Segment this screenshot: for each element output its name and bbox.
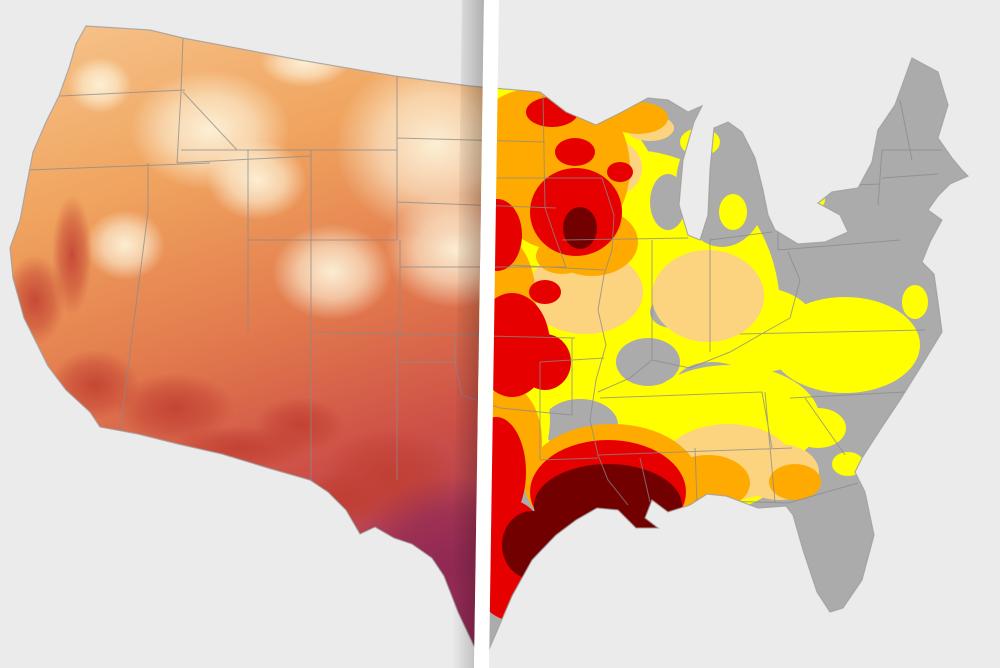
drought-map-half bbox=[474, 26, 968, 656]
divider-shadow bbox=[452, 0, 484, 668]
comparison-divider-handle[interactable] bbox=[474, 0, 499, 668]
